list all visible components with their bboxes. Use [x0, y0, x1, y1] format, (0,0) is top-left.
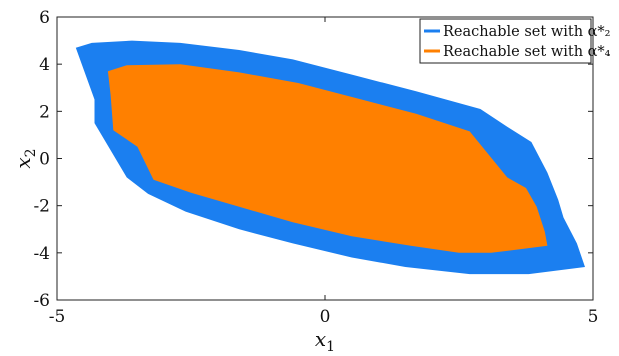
y-axis-label: x2	[11, 148, 39, 168]
y-tick-label: 6	[39, 8, 50, 28]
x-tick-label: 5	[588, 307, 599, 327]
legend-entry: Reachable set with α*₂	[443, 24, 611, 40]
y-tick-label: -6	[33, 291, 50, 311]
legend-box	[419, 18, 592, 64]
y-tick-label: 0	[39, 150, 50, 170]
y-tick-label: 2	[39, 102, 50, 122]
legend-entry: Reachable set with α*₄	[443, 44, 611, 60]
reachable-set-region-2	[107, 64, 548, 253]
y-tick-label: 4	[39, 55, 50, 75]
x-axis-label: x1	[315, 327, 335, 352]
x-tick-label: -5	[49, 307, 66, 327]
y-tick-label: -4	[33, 244, 50, 264]
x-tick-label: 0	[320, 307, 331, 327]
y-tick-label: -2	[33, 197, 50, 217]
